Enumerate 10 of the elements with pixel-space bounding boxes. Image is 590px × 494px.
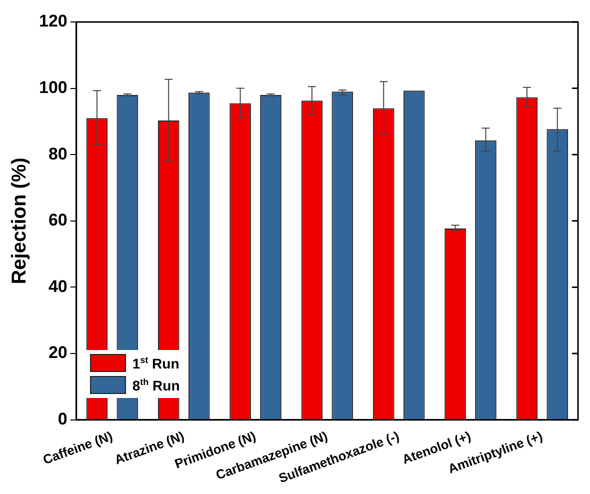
y-tick-label: 0 — [58, 410, 68, 429]
y-tick-label: 80 — [48, 144, 68, 164]
legend-label: 8$^{th}$ Run — [132, 376, 180, 394]
y-tick-label: 120 — [38, 12, 68, 31]
y-tick-label: 40 — [48, 276, 68, 296]
y-tick-label: 100 — [38, 78, 68, 97]
y-axis-title: Rejection (%) — [8, 158, 31, 284]
y-tick-label: 20 — [48, 343, 68, 362]
y-tick-label: 60 — [48, 210, 68, 230]
legend-label: 1$^{st}$ Run — [132, 354, 180, 372]
